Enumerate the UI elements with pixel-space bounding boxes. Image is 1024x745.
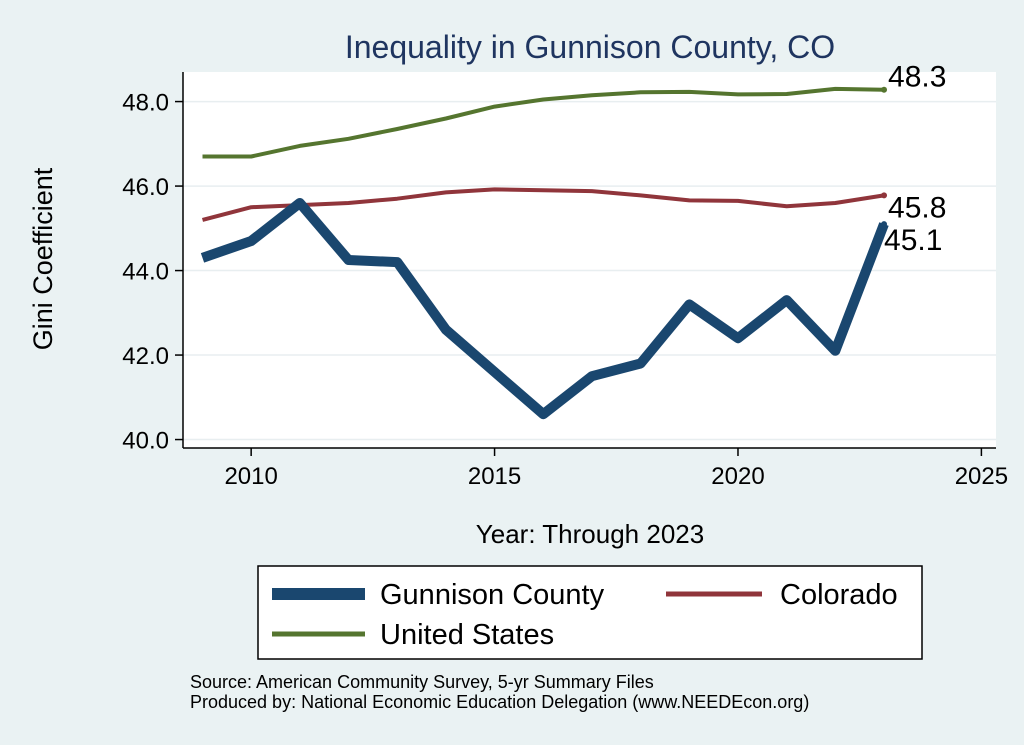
end-label-colorado: 45.8 bbox=[888, 191, 946, 224]
x-axis-label: Year: Through 2023 bbox=[476, 519, 704, 549]
end-labels: 48.3 45.845.1 bbox=[884, 61, 946, 257]
end-label-united-states: 48.3 bbox=[888, 61, 946, 94]
x-tick-label: 2010 bbox=[224, 463, 277, 490]
legend-box bbox=[257, 565, 923, 660]
legend-label-united-states: United States bbox=[380, 619, 554, 651]
source-note: Source: American Community Survey, 5-yr … bbox=[190, 672, 654, 692]
grid-lines bbox=[183, 100, 996, 441]
axes: 40.0 42.0 44.0 46.0 48.0 2010 2015 2020 2025 bbox=[122, 72, 1008, 490]
legend-label-colorado: Colorado bbox=[780, 579, 898, 611]
x-tick-label: 2020 bbox=[711, 463, 764, 490]
y-tick-label: 44.0 bbox=[122, 259, 169, 286]
end-label-gunnison-county: 45.1 bbox=[884, 224, 942, 257]
series-line-gunnison-county bbox=[200, 198, 889, 420]
y-tick-label: 42.0 bbox=[122, 343, 169, 370]
y-tick-label: 40.0 bbox=[122, 428, 169, 455]
series-line-united-states bbox=[202, 86, 885, 159]
series-line-colorado bbox=[201, 187, 885, 222]
producer-note: Produced by: National Economic Education… bbox=[190, 692, 809, 712]
series-lines bbox=[200, 86, 889, 420]
end-marker-united-states bbox=[881, 86, 888, 93]
end-marker-gunnison-county bbox=[881, 221, 888, 228]
chart-title: Inequality in Gunnison County, CO bbox=[345, 29, 835, 65]
y-tick-label: 48.0 bbox=[122, 90, 169, 117]
y-tick-label: 46.0 bbox=[122, 174, 169, 201]
plot-area bbox=[183, 72, 996, 448]
legend-label-gunnison-county: Gunnison County bbox=[380, 579, 605, 611]
x-tick-label: 2025 bbox=[955, 463, 1008, 490]
end-marker-colorado bbox=[881, 192, 888, 199]
x-tick-label: 2015 bbox=[468, 463, 521, 490]
y-axis-label: Gini Coefficient bbox=[28, 167, 58, 350]
legend: Gunnison County Colorado United States bbox=[257, 565, 923, 660]
